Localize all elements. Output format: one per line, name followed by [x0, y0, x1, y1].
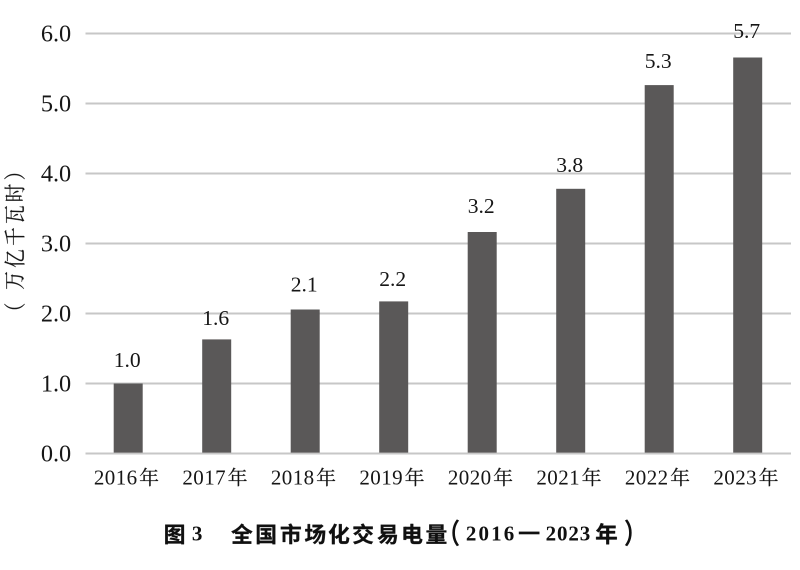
svg-text:2016: 2016	[94, 466, 138, 490]
svg-text:2020: 2020	[448, 466, 492, 490]
svg-text:3.8: 3.8	[556, 153, 583, 177]
svg-text:2.0: 2.0	[41, 300, 71, 327]
svg-text:4.0: 4.0	[41, 160, 71, 187]
svg-text:2023: 2023	[546, 522, 592, 546]
svg-text:5.0: 5.0	[41, 90, 71, 117]
svg-text:2023: 2023	[713, 466, 757, 490]
svg-text:2.1: 2.1	[291, 273, 318, 297]
svg-text:5.7: 5.7	[733, 19, 760, 43]
svg-text:3.0: 3.0	[41, 230, 71, 257]
svg-text:0.0: 0.0	[41, 440, 71, 467]
svg-text:1.6: 1.6	[202, 306, 229, 330]
svg-text:2.2: 2.2	[379, 267, 406, 291]
svg-text:5.3: 5.3	[645, 49, 672, 73]
svg-text:3: 3	[192, 522, 203, 546]
svg-text:1.0: 1.0	[41, 370, 71, 397]
svg-text:2021: 2021	[536, 466, 580, 490]
svg-text:2017: 2017	[182, 466, 226, 490]
svg-text:6.0: 6.0	[41, 20, 71, 47]
svg-text:1.0: 1.0	[114, 348, 141, 372]
svg-text:3.2: 3.2	[468, 194, 495, 218]
svg-text:2022: 2022	[625, 466, 669, 490]
svg-text:2016: 2016	[466, 522, 516, 546]
svg-text:2018: 2018	[271, 466, 315, 490]
svg-text:2019: 2019	[359, 466, 403, 490]
